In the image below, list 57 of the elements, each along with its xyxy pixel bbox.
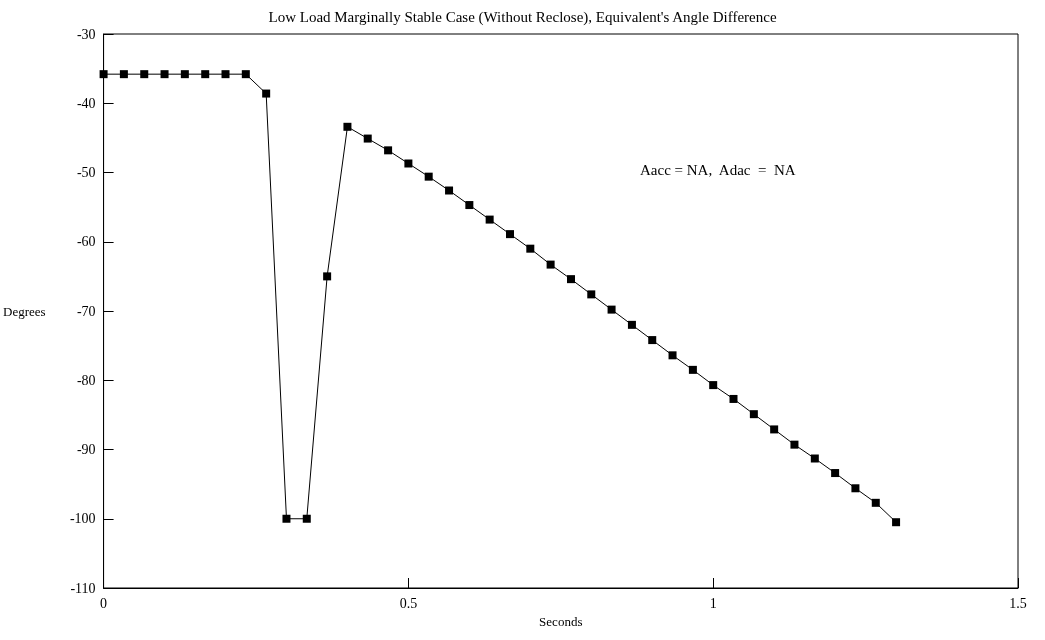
point [546, 260, 555, 269]
x-tick-label: 1 [709, 595, 717, 611]
x-axis-title: Seconds [539, 613, 583, 629]
chart-title: Low Load Marginally Stable Case (Without Reclose), Equivalent's Angle Difference [268, 8, 777, 26]
point [688, 365, 697, 374]
point [241, 70, 250, 79]
point [424, 172, 433, 181]
point [323, 272, 332, 281]
y-tick-label: -40 [76, 95, 96, 111]
point [302, 514, 311, 523]
point [180, 70, 189, 79]
point [607, 305, 616, 314]
y-tick-label: -60 [76, 234, 96, 250]
point [526, 244, 535, 253]
x-tick-label: 0 [100, 595, 108, 611]
point [851, 484, 860, 493]
point [485, 215, 494, 224]
point [770, 425, 779, 434]
point [749, 410, 758, 419]
point [648, 336, 657, 345]
y-tick-label: -50 [76, 165, 96, 180]
point [831, 469, 840, 478]
point [587, 290, 596, 299]
point [404, 159, 413, 168]
point [506, 230, 515, 239]
x-tick-label: 0.5 [399, 595, 418, 611]
point [140, 70, 149, 79]
point [668, 351, 677, 360]
y-tick-label: -110 [70, 580, 96, 596]
point [384, 146, 393, 155]
point [445, 186, 454, 195]
point [871, 498, 880, 507]
point [627, 320, 636, 329]
y-tick-label: -100 [69, 511, 96, 527]
point [729, 394, 738, 403]
point [160, 70, 169, 79]
point [709, 381, 718, 390]
point [282, 514, 291, 523]
point [119, 70, 128, 79]
point [892, 518, 901, 527]
point [790, 440, 799, 449]
y-tick-label: -80 [76, 372, 96, 388]
x-tick-label: 1.5 [1009, 595, 1027, 611]
point [343, 122, 352, 131]
y-axis-title: Degrees [2, 303, 46, 319]
point [363, 134, 372, 143]
point [810, 454, 819, 463]
y-tick-label: -90 [76, 442, 96, 457]
point [262, 89, 271, 98]
point [99, 70, 108, 79]
y-tick-label: -70 [76, 303, 96, 319]
point [221, 70, 230, 79]
y-tick-label: -30 [76, 26, 96, 42]
point [465, 201, 474, 210]
annotation: Aacc = NA, Adac = NA [640, 161, 796, 178]
point [566, 275, 575, 284]
point [201, 70, 210, 79]
